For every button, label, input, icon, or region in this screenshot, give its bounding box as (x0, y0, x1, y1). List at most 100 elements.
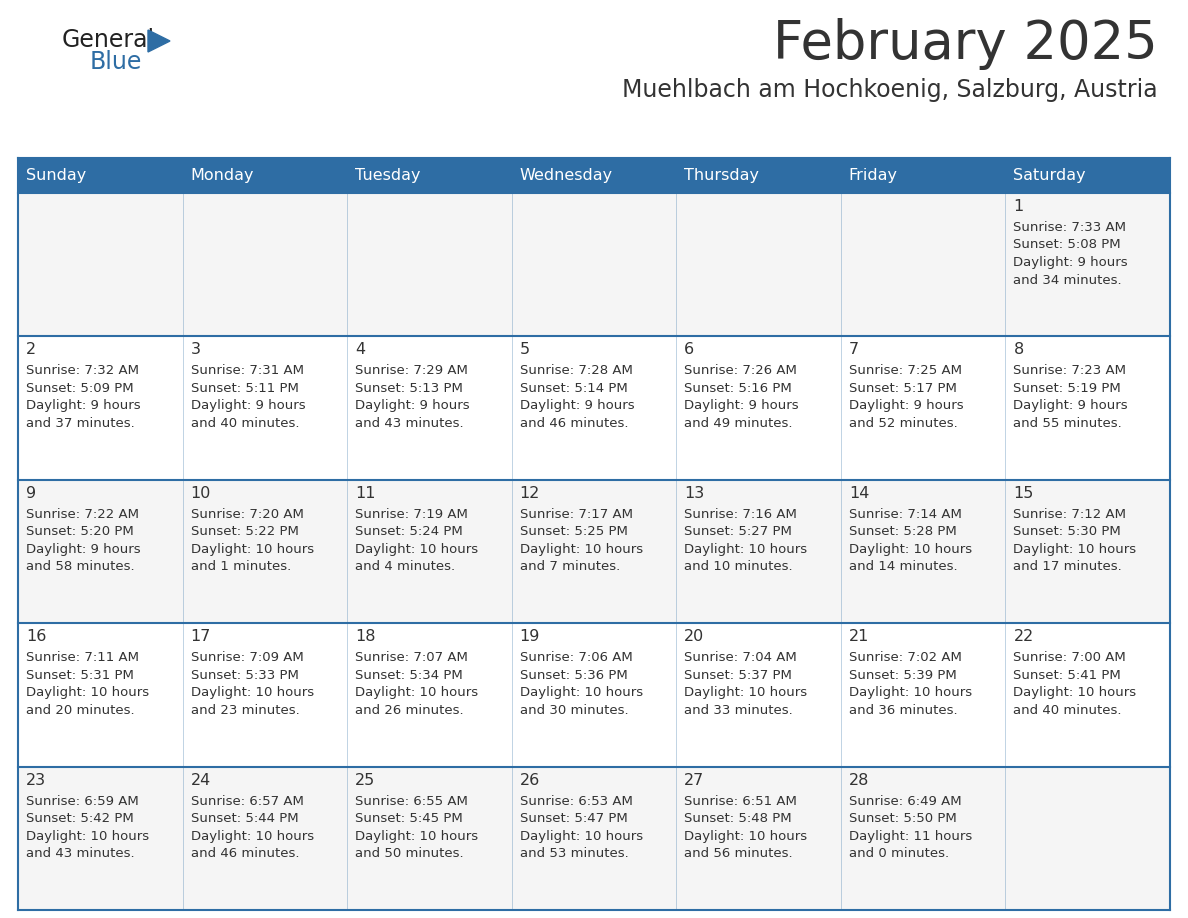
Text: Daylight: 10 hours: Daylight: 10 hours (355, 830, 479, 843)
Text: Sunset: 5:44 PM: Sunset: 5:44 PM (190, 812, 298, 825)
Text: Daylight: 10 hours: Daylight: 10 hours (355, 543, 479, 555)
Text: and 1 minutes.: and 1 minutes. (190, 560, 291, 574)
Text: Daylight: 10 hours: Daylight: 10 hours (849, 543, 972, 555)
Text: Daylight: 9 hours: Daylight: 9 hours (849, 399, 963, 412)
Text: Sunrise: 7:09 AM: Sunrise: 7:09 AM (190, 651, 303, 665)
Text: Daylight: 9 hours: Daylight: 9 hours (26, 399, 140, 412)
Text: Daylight: 11 hours: Daylight: 11 hours (849, 830, 972, 843)
Text: Sunrise: 7:25 AM: Sunrise: 7:25 AM (849, 364, 962, 377)
Text: 15: 15 (1013, 486, 1034, 501)
Text: and 43 minutes.: and 43 minutes. (26, 847, 134, 860)
Text: Daylight: 10 hours: Daylight: 10 hours (519, 686, 643, 700)
Text: and 34 minutes.: and 34 minutes. (1013, 274, 1121, 286)
Text: and 30 minutes.: and 30 minutes. (519, 704, 628, 717)
Text: 21: 21 (849, 629, 870, 644)
Text: Sunrise: 7:07 AM: Sunrise: 7:07 AM (355, 651, 468, 665)
Text: Sunset: 5:24 PM: Sunset: 5:24 PM (355, 525, 463, 538)
Text: and 50 minutes.: and 50 minutes. (355, 847, 463, 860)
Text: Thursday: Thursday (684, 168, 759, 183)
Text: Sunrise: 7:17 AM: Sunrise: 7:17 AM (519, 508, 633, 521)
Text: Daylight: 10 hours: Daylight: 10 hours (190, 830, 314, 843)
Text: Daylight: 10 hours: Daylight: 10 hours (26, 686, 150, 700)
Text: Muehlbach am Hochkoenig, Salzburg, Austria: Muehlbach am Hochkoenig, Salzburg, Austr… (623, 78, 1158, 102)
Text: and 14 minutes.: and 14 minutes. (849, 560, 958, 574)
Text: Sunrise: 7:06 AM: Sunrise: 7:06 AM (519, 651, 632, 665)
Text: and 58 minutes.: and 58 minutes. (26, 560, 134, 574)
Text: Daylight: 9 hours: Daylight: 9 hours (26, 543, 140, 555)
Bar (18, 336, 1170, 480)
Text: Sunrise: 7:16 AM: Sunrise: 7:16 AM (684, 508, 797, 521)
Text: and 36 minutes.: and 36 minutes. (849, 704, 958, 717)
Text: Daylight: 10 hours: Daylight: 10 hours (684, 686, 808, 700)
Text: 10: 10 (190, 486, 211, 501)
Text: Daylight: 9 hours: Daylight: 9 hours (1013, 399, 1129, 412)
Text: and 43 minutes.: and 43 minutes. (355, 417, 463, 430)
Text: Saturday: Saturday (1013, 168, 1086, 183)
Text: Daylight: 10 hours: Daylight: 10 hours (684, 830, 808, 843)
Text: Sunrise: 7:29 AM: Sunrise: 7:29 AM (355, 364, 468, 377)
Text: Sunrise: 6:55 AM: Sunrise: 6:55 AM (355, 795, 468, 808)
Text: Sunrise: 6:57 AM: Sunrise: 6:57 AM (190, 795, 303, 808)
Text: Sunrise: 7:19 AM: Sunrise: 7:19 AM (355, 508, 468, 521)
Text: Wednesday: Wednesday (519, 168, 613, 183)
Text: Daylight: 10 hours: Daylight: 10 hours (190, 543, 314, 555)
Text: Sunrise: 7:22 AM: Sunrise: 7:22 AM (26, 508, 139, 521)
Text: Sunset: 5:20 PM: Sunset: 5:20 PM (26, 525, 134, 538)
Bar (18, 158, 1170, 193)
Text: Sunrise: 7:11 AM: Sunrise: 7:11 AM (26, 651, 139, 665)
Text: Daylight: 10 hours: Daylight: 10 hours (849, 686, 972, 700)
Text: Sunset: 5:17 PM: Sunset: 5:17 PM (849, 382, 956, 395)
Text: and 52 minutes.: and 52 minutes. (849, 417, 958, 430)
Text: Monday: Monday (190, 168, 254, 183)
Text: Daylight: 9 hours: Daylight: 9 hours (519, 399, 634, 412)
Text: 13: 13 (684, 486, 704, 501)
Text: Sunday: Sunday (26, 168, 87, 183)
Text: 9: 9 (26, 486, 36, 501)
Text: Sunset: 5:08 PM: Sunset: 5:08 PM (1013, 239, 1121, 252)
Text: 26: 26 (519, 773, 541, 788)
Text: and 53 minutes.: and 53 minutes. (519, 847, 628, 860)
Text: Daylight: 10 hours: Daylight: 10 hours (1013, 543, 1137, 555)
Text: Sunset: 5:48 PM: Sunset: 5:48 PM (684, 812, 792, 825)
Text: Sunrise: 7:00 AM: Sunrise: 7:00 AM (1013, 651, 1126, 665)
Bar (18, 193, 1170, 336)
Text: Sunset: 5:27 PM: Sunset: 5:27 PM (684, 525, 792, 538)
Text: Blue: Blue (90, 50, 143, 74)
Text: Sunrise: 6:51 AM: Sunrise: 6:51 AM (684, 795, 797, 808)
Text: and 4 minutes.: and 4 minutes. (355, 560, 455, 574)
Text: Daylight: 10 hours: Daylight: 10 hours (26, 830, 150, 843)
Text: Sunset: 5:39 PM: Sunset: 5:39 PM (849, 668, 956, 682)
Text: and 26 minutes.: and 26 minutes. (355, 704, 463, 717)
Text: and 56 minutes.: and 56 minutes. (684, 847, 792, 860)
Text: 14: 14 (849, 486, 870, 501)
Text: Sunset: 5:16 PM: Sunset: 5:16 PM (684, 382, 792, 395)
Text: Sunrise: 7:04 AM: Sunrise: 7:04 AM (684, 651, 797, 665)
Text: and 46 minutes.: and 46 minutes. (190, 847, 299, 860)
Text: Tuesday: Tuesday (355, 168, 421, 183)
Text: Daylight: 9 hours: Daylight: 9 hours (190, 399, 305, 412)
Text: Daylight: 10 hours: Daylight: 10 hours (684, 543, 808, 555)
Text: 6: 6 (684, 342, 695, 357)
Text: Daylight: 10 hours: Daylight: 10 hours (519, 830, 643, 843)
Text: Daylight: 9 hours: Daylight: 9 hours (1013, 256, 1129, 269)
Text: and 23 minutes.: and 23 minutes. (190, 704, 299, 717)
Text: Sunrise: 7:20 AM: Sunrise: 7:20 AM (190, 508, 303, 521)
Text: and 33 minutes.: and 33 minutes. (684, 704, 794, 717)
Text: and 46 minutes.: and 46 minutes. (519, 417, 628, 430)
Text: Sunrise: 7:32 AM: Sunrise: 7:32 AM (26, 364, 139, 377)
Text: 3: 3 (190, 342, 201, 357)
Text: and 55 minutes.: and 55 minutes. (1013, 417, 1123, 430)
Text: Sunset: 5:11 PM: Sunset: 5:11 PM (190, 382, 298, 395)
Text: Sunset: 5:42 PM: Sunset: 5:42 PM (26, 812, 134, 825)
Text: 22: 22 (1013, 629, 1034, 644)
Text: Sunset: 5:45 PM: Sunset: 5:45 PM (355, 812, 463, 825)
Text: 24: 24 (190, 773, 210, 788)
Text: 28: 28 (849, 773, 870, 788)
Text: Sunrise: 6:59 AM: Sunrise: 6:59 AM (26, 795, 139, 808)
Bar (18, 767, 1170, 910)
Text: Sunset: 5:33 PM: Sunset: 5:33 PM (190, 668, 298, 682)
Text: Sunset: 5:34 PM: Sunset: 5:34 PM (355, 668, 463, 682)
Text: 5: 5 (519, 342, 530, 357)
Text: Sunrise: 7:14 AM: Sunrise: 7:14 AM (849, 508, 962, 521)
Text: Sunset: 5:37 PM: Sunset: 5:37 PM (684, 668, 792, 682)
